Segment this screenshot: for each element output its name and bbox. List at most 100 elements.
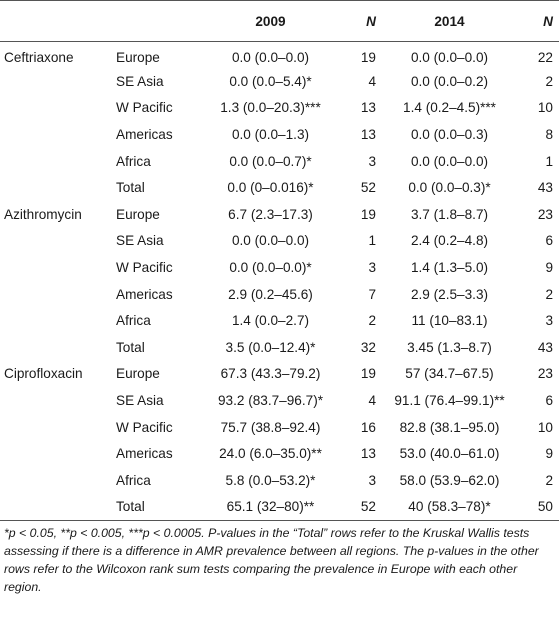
region-cell: SE Asia (116, 233, 164, 249)
value-2009: 93.2 (83.7–96.7)* (217, 393, 324, 409)
n-2009: 7 (368, 286, 376, 302)
value-2014: 1.4 (0.2–4.5)*** (403, 100, 496, 116)
region-cell: Total (116, 180, 145, 196)
value-2014: 91.1 (76.4–99.1)** (394, 393, 505, 409)
value-2009: 1.3 (0.0–20.3)*** (220, 100, 321, 116)
value-2009: 3.5 (0.0–12.4)* (225, 339, 316, 355)
n-2014: 10 (537, 100, 553, 116)
region-cell: Africa (116, 472, 151, 488)
header-n-2014: N (517, 0, 559, 42)
value-2009: 0.0 (0.0–0.0)* (229, 260, 312, 276)
value-2014: 0.0 (0.0–0.3)* (408, 180, 491, 196)
value-2014: 2.4 (0.2–4.8) (410, 233, 489, 249)
value-2014: 53.0 (40.0–61.0) (399, 446, 500, 462)
value-2014: 82.8 (38.1–95.0) (399, 419, 500, 435)
n-2009: 52 (336, 493, 382, 521)
header-region (112, 0, 205, 42)
table-row: Africa 1.4 (0.0–2.7) 2 11 (10–83.1) 3 (0, 307, 559, 334)
n-2009: 4 (368, 73, 376, 89)
amr-prevalence-table: 2009 N 2014 N Ceftriaxone Europe 0.0 (0.… (0, 0, 559, 521)
n-2009: 19 (360, 206, 376, 222)
n-2009: 13 (360, 446, 376, 462)
value-2009: 1.4 (0.0–2.7) (231, 313, 310, 329)
region-cell: W Pacific (116, 419, 173, 435)
header-drug (0, 0, 112, 42)
value-2014: 0.0 (0.0–0.3) (410, 127, 489, 143)
n-2014: 43 (537, 339, 553, 355)
value-2014: 0.0 (0.0–0.0) (410, 153, 489, 169)
value-2014: 2.9 (2.5–3.3) (410, 286, 489, 302)
n-2009: 4 (368, 393, 376, 409)
table-row: SE Asia 0.0 (0.0–5.4)* 4 0.0 (0.0–0.2) 2 (0, 68, 559, 95)
table-row: Americas 0.0 (0.0–1.3) 13 0.0 (0.0–0.3) … (0, 121, 559, 148)
table-row: SE Asia 93.2 (83.7–96.7)* 4 91.1 (76.4–9… (0, 387, 559, 414)
n-2014: 22 (537, 49, 553, 65)
value-2009: 2.9 (0.2–45.6) (228, 286, 313, 302)
n-2009: 16 (360, 419, 376, 435)
n-2009: 13 (360, 127, 376, 143)
value-2009: 6.7 (2.3–17.3) (228, 206, 313, 222)
n-2009: 3 (368, 472, 376, 488)
value-2009: 67.3 (43.3–79.2) (220, 366, 321, 382)
header-n-2009: N (336, 0, 382, 42)
region-cell: Americas (116, 127, 173, 143)
table-footnote: *p < 0.05, **p < 0.005, ***p < 0.0005. P… (4, 526, 539, 594)
drug-label: Ciprofloxacin (4, 366, 83, 382)
region-cell: Europe (116, 206, 160, 222)
region-cell: Europe (116, 366, 160, 382)
n-2014: 6 (545, 233, 553, 249)
value-2014: 0.0 (0.0–0.2) (410, 73, 489, 89)
value-2014: 3.45 (1.3–8.7) (407, 339, 492, 355)
region-cell: Americas (116, 286, 173, 302)
value-2009: 0.0 (0–0.016)* (227, 180, 314, 196)
n-2009: 1 (368, 233, 376, 249)
table-row: SE Asia 0.0 (0.0–0.0) 1 2.4 (0.2–4.8) 6 (0, 228, 559, 255)
value-2014: 1.4 (1.3–5.0) (410, 260, 489, 276)
value-2009: 0.0 (0.0–5.4)* (229, 73, 312, 89)
region-cell: SE Asia (116, 393, 164, 409)
n-2014: 3 (545, 313, 553, 329)
table-row: Total 65.1 (32–80)** 52 40 (58.3–78)* 50 (0, 493, 559, 521)
n-2014: 9 (545, 446, 553, 462)
region-cell: SE Asia (116, 73, 164, 89)
table-row: Africa 0.0 (0.0–0.7)* 3 0.0 (0.0–0.0) 1 (0, 148, 559, 175)
n-2014: 50 (517, 493, 559, 521)
value-2014: 57 (34.7–67.5) (405, 366, 494, 382)
n-2009: 32 (360, 339, 376, 355)
region-cell: Americas (116, 446, 173, 462)
region-cell: Africa (116, 313, 151, 329)
header-2014: 2014 (382, 0, 517, 42)
region-cell: W Pacific (116, 100, 173, 116)
table-row: W Pacific 1.3 (0.0–20.3)*** 13 1.4 (0.2–… (0, 95, 559, 122)
region-cell: W Pacific (116, 260, 173, 276)
value-2009: 0.0 (0.0–1.3) (231, 127, 310, 143)
n-2014: 2 (545, 73, 553, 89)
value-2014: 58.0 (53.9–62.0) (399, 472, 500, 488)
value-2009: 75.7 (38.8–92.4) (220, 419, 321, 435)
value-2014: 0.0 (0.0–0.0) (410, 49, 489, 65)
value-2009: 65.1 (32–80)** (205, 493, 336, 521)
table-row: Ciprofloxacin Europe 67.3 (43.3–79.2) 19… (0, 361, 559, 388)
table-row: W Pacific 75.7 (38.8–92.4) 16 82.8 (38.1… (0, 414, 559, 441)
table-row: Ceftriaxone Europe 0.0 (0.0–0.0) 19 0.0 … (0, 42, 559, 69)
n-2009: 52 (360, 180, 376, 196)
value-2014: 11 (10–83.1) (411, 313, 488, 329)
value-2014: 3.7 (1.8–8.7) (410, 206, 489, 222)
header-2009: 2009 (205, 0, 336, 42)
value-2014: 40 (58.3–78)* (382, 493, 517, 521)
n-2009: 3 (368, 260, 376, 276)
header-row: 2009 N 2014 N (0, 0, 559, 42)
table-row: W Pacific 0.0 (0.0–0.0)* 3 1.4 (1.3–5.0)… (0, 254, 559, 281)
region-cell: Africa (116, 153, 151, 169)
table-row: Total 0.0 (0–0.016)* 52 0.0 (0.0–0.3)* 4… (0, 174, 559, 201)
value-2009: 0.0 (0.0–0.0) (231, 233, 310, 249)
n-2014: 2 (545, 286, 553, 302)
drug-label: Ceftriaxone (4, 49, 74, 65)
n-2009: 3 (368, 153, 376, 169)
drug-label: Azithromycin (4, 206, 82, 222)
value-2009: 0.0 (0.0–0.7)* (229, 153, 312, 169)
n-2014: 8 (545, 127, 553, 143)
n-2009: 19 (360, 366, 376, 382)
n-2014: 9 (545, 260, 553, 276)
